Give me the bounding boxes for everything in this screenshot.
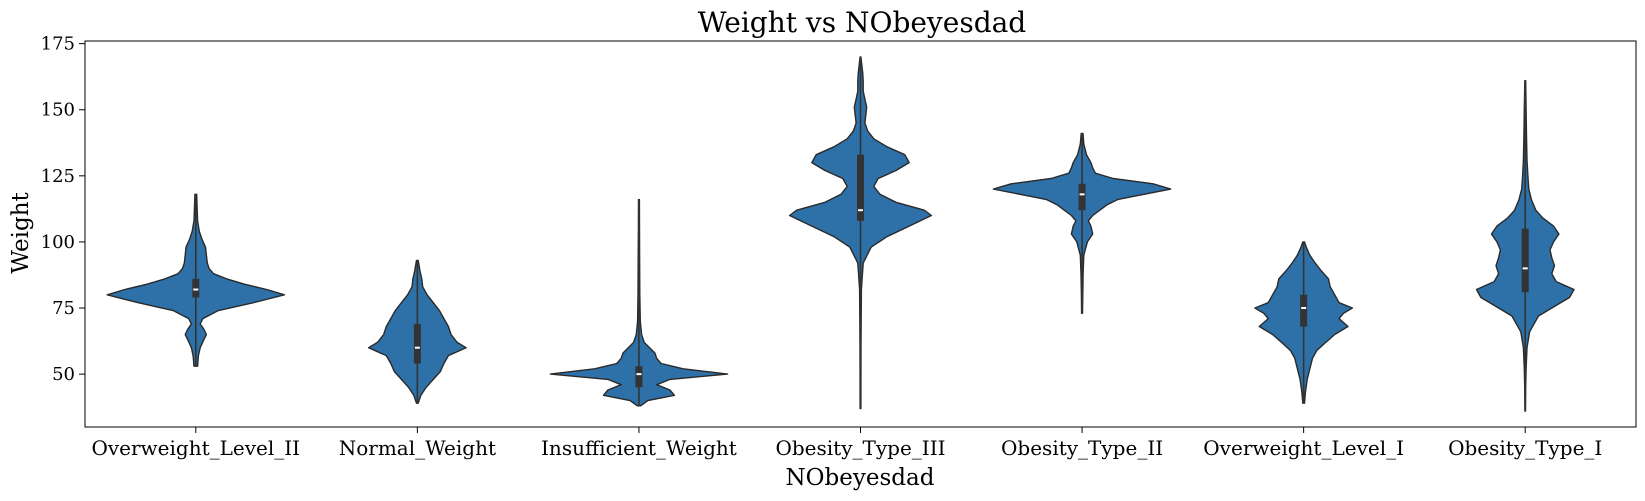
y-tick-label: 175 [41, 34, 75, 55]
y-axis: 50 75 100 125 150 175 [41, 34, 85, 385]
violin-median [193, 288, 199, 291]
y-tick-label: 125 [41, 166, 75, 187]
violin-iqr-box [1078, 183, 1086, 211]
y-tick-label: 100 [41, 232, 75, 253]
violin-iqr-box [635, 366, 643, 388]
x-tick-label: Obesity_Type_III [775, 436, 945, 460]
x-axis: Overweight_Level_II Normal_Weight Insuffic… [91, 427, 1602, 460]
y-axis-label: Weight [8, 191, 34, 273]
x-tick-label: Insufficient_Weight [541, 436, 737, 460]
violin-Obesity_Type_II [992, 132, 1172, 314]
y-tick-label: 50 [52, 364, 75, 385]
y-tick-label: 150 [41, 100, 75, 121]
violin-iqr-box [192, 278, 200, 298]
violin-Obesity_Type_I [1475, 80, 1575, 412]
x-tick-label: Overweight_Level_I [1203, 436, 1404, 460]
violins-layer [106, 56, 1575, 412]
violin-Overweight_Level_I [1254, 241, 1354, 404]
violin-median [636, 373, 642, 376]
violin-median [1079, 193, 1085, 196]
violin-iqr-box [857, 154, 864, 221]
y-tick-label: 75 [52, 298, 75, 319]
violin-iqr-box [1521, 228, 1529, 293]
violin-median [1522, 267, 1528, 270]
violin-iqr-box [1300, 294, 1308, 327]
x-axis-label: NObeyesdad [786, 465, 935, 491]
x-tick-label: Overweight_Level_II [91, 436, 300, 460]
x-tick-label: Obesity_Type_II [1001, 436, 1163, 460]
violin-iqr-box [413, 323, 421, 364]
violin-median [1301, 307, 1307, 310]
violin-Obesity_Type_III [788, 56, 933, 410]
violin-Normal_Weight [367, 259, 467, 404]
x-tick-label: Obesity_Type_I [1448, 436, 1602, 460]
chart-title: Weight vs NObeyesdad [698, 6, 1027, 39]
violin-Overweight_Level_II [106, 193, 286, 367]
x-tick-label: Normal_Weight [339, 436, 496, 460]
violin-Insufficient_Weight [549, 198, 729, 407]
violin-median [858, 209, 863, 212]
violin-median [414, 346, 420, 349]
